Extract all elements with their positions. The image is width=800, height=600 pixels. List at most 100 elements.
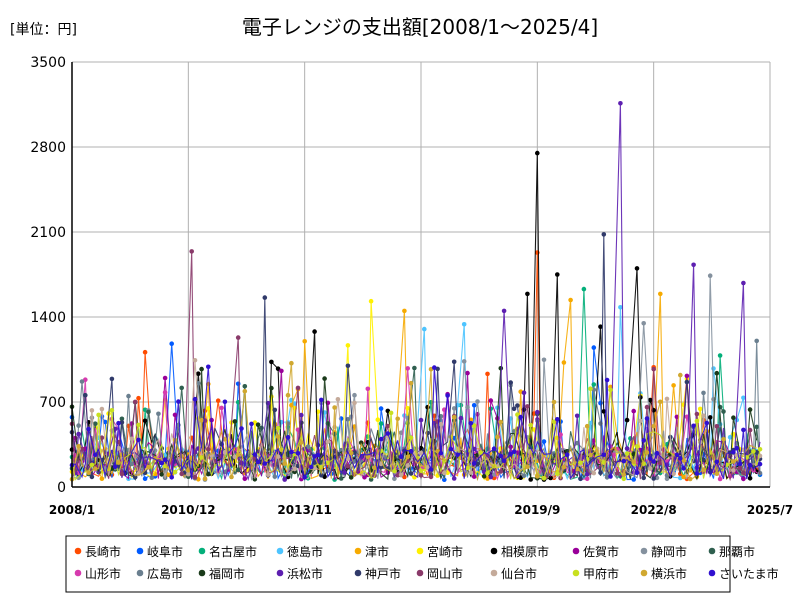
- data-point: [684, 379, 690, 385]
- legend-item: 名古屋市: [198, 544, 257, 559]
- data-point: [179, 471, 184, 477]
- data-point: [265, 472, 271, 478]
- data-point: [478, 450, 484, 455]
- data-point: [754, 424, 759, 430]
- y-tick-label: 0: [57, 480, 66, 496]
- data-point: [584, 423, 590, 429]
- legend-marker: [74, 547, 82, 555]
- data-point: [269, 385, 274, 391]
- data-point: [717, 476, 723, 482]
- legend-label: 静岡市: [651, 544, 687, 559]
- x-tick-label: 2008/1: [49, 503, 95, 517]
- data-point: [588, 452, 593, 458]
- data-point: [525, 291, 530, 297]
- data-point: [295, 385, 301, 391]
- data-point: [624, 451, 630, 456]
- data-point: [408, 449, 414, 454]
- legend-item: 津市: [354, 544, 389, 559]
- data-point: [299, 412, 304, 418]
- data-point: [292, 466, 298, 472]
- data-point: [425, 465, 430, 470]
- data-point: [219, 405, 224, 411]
- data-point: [731, 459, 736, 464]
- data-point: [235, 467, 241, 473]
- data-point: [428, 467, 434, 472]
- data-point: [285, 435, 291, 440]
- data-point: [142, 476, 148, 482]
- data-point: [757, 461, 763, 467]
- data-point: [651, 366, 656, 372]
- data-point: [302, 339, 308, 344]
- data-point: [162, 457, 168, 463]
- data-point: [222, 437, 228, 442]
- data-point: [701, 390, 706, 396]
- data-point: [93, 452, 98, 458]
- legend-label: 佐賀市: [583, 544, 619, 559]
- data-point: [525, 404, 530, 409]
- data-point: [378, 464, 384, 470]
- data-point: [109, 408, 115, 413]
- data-point: [352, 400, 357, 406]
- data-point: [734, 445, 740, 451]
- data-point: [548, 475, 553, 481]
- data-point: [99, 406, 105, 412]
- data-point: [235, 335, 241, 340]
- y-tick-label: 2800: [30, 140, 66, 156]
- data-point: [498, 366, 504, 371]
- data-point: [451, 406, 457, 411]
- data-point: [471, 474, 477, 479]
- unit-label: [単位：円]: [10, 22, 77, 38]
- data-point: [345, 464, 351, 469]
- data-point: [691, 423, 696, 429]
- legend-label: 津市: [365, 544, 389, 559]
- data-point: [641, 321, 646, 326]
- legend-item: 山形市: [74, 566, 121, 581]
- data-point: [438, 421, 444, 427]
- data-point: [621, 458, 627, 464]
- data-point: [451, 414, 457, 420]
- data-point: [189, 249, 194, 254]
- series-lines: [69, 101, 763, 483]
- data-point: [521, 390, 527, 396]
- data-point: [319, 473, 324, 478]
- legend-marker: [490, 547, 498, 555]
- data-point: [119, 416, 125, 422]
- data-point: [255, 459, 261, 465]
- data-point: [648, 466, 653, 471]
- legend-label: 岡山市: [427, 566, 463, 581]
- data-point: [126, 393, 131, 399]
- data-point: [345, 363, 351, 369]
- data-point: [598, 470, 603, 476]
- data-point: [658, 460, 663, 466]
- data-point: [701, 457, 706, 463]
- data-point: [372, 465, 377, 471]
- data-point: [299, 440, 304, 445]
- data-point: [402, 474, 407, 480]
- data-point: [112, 464, 118, 470]
- data-point: [146, 464, 151, 470]
- data-point: [169, 475, 174, 480]
- data-point: [136, 422, 141, 428]
- data-point: [651, 459, 656, 464]
- data-point: [206, 364, 211, 370]
- data-point: [674, 452, 680, 458]
- data-point: [378, 406, 384, 411]
- data-point: [169, 341, 174, 347]
- data-point: [704, 420, 710, 426]
- legend-item: 岡山市: [416, 566, 463, 581]
- data-point: [471, 461, 477, 466]
- data-point: [624, 417, 630, 423]
- data-point: [132, 399, 138, 405]
- data-point: [262, 461, 268, 466]
- data-point: [691, 262, 696, 268]
- data-point: [186, 471, 191, 477]
- data-point: [461, 322, 467, 327]
- data-point: [574, 440, 580, 446]
- data-point: [634, 444, 640, 449]
- data-point: [365, 386, 371, 392]
- data-point: [129, 461, 135, 467]
- data-point: [731, 415, 736, 421]
- legend-marker: [136, 569, 144, 577]
- data-point: [186, 467, 191, 473]
